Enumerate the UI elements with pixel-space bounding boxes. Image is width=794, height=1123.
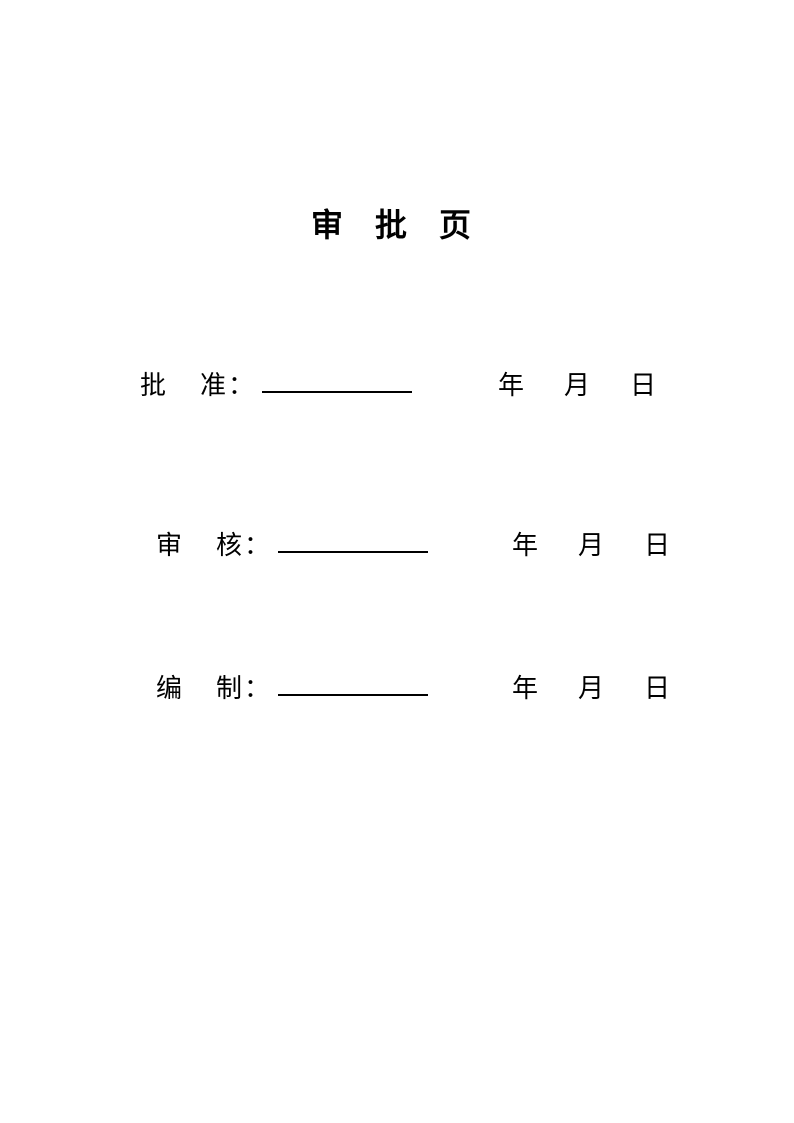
review-day-label: 日 [644, 525, 670, 562]
review-label-char1: 审 [156, 525, 182, 562]
approval-day-label: 日 [630, 365, 656, 402]
approval-month-label: 月 [564, 365, 590, 402]
approval-page: 审 批 页 批 准 ： 年 月 日 审 核 ： 年 月 日 编 制 ： 年 月 … [0, 0, 794, 1123]
preparer-signature-line [278, 668, 428, 696]
preparer-month-label: 月 [578, 668, 604, 705]
approval-label-char2: 准 [200, 365, 226, 402]
review-colon: ： [244, 525, 270, 562]
page-title: 审 批 页 [0, 200, 794, 246]
approval-year-label: 年 [498, 365, 524, 402]
preparer-label-char2: 制 [216, 668, 242, 705]
approval-colon: ： [228, 365, 254, 402]
review-signature-line [278, 525, 428, 553]
approval-label-char1: 批 [140, 365, 166, 402]
review-month-label: 月 [578, 525, 604, 562]
preparer-day-label: 日 [644, 668, 670, 705]
review-year-label: 年 [512, 525, 538, 562]
preparer-colon: ： [244, 668, 270, 705]
approval-signature-line [262, 365, 412, 393]
preparer-year-label: 年 [512, 668, 538, 705]
preparer-label-char1: 编 [156, 668, 182, 705]
review-label-char2: 核 [216, 525, 242, 562]
